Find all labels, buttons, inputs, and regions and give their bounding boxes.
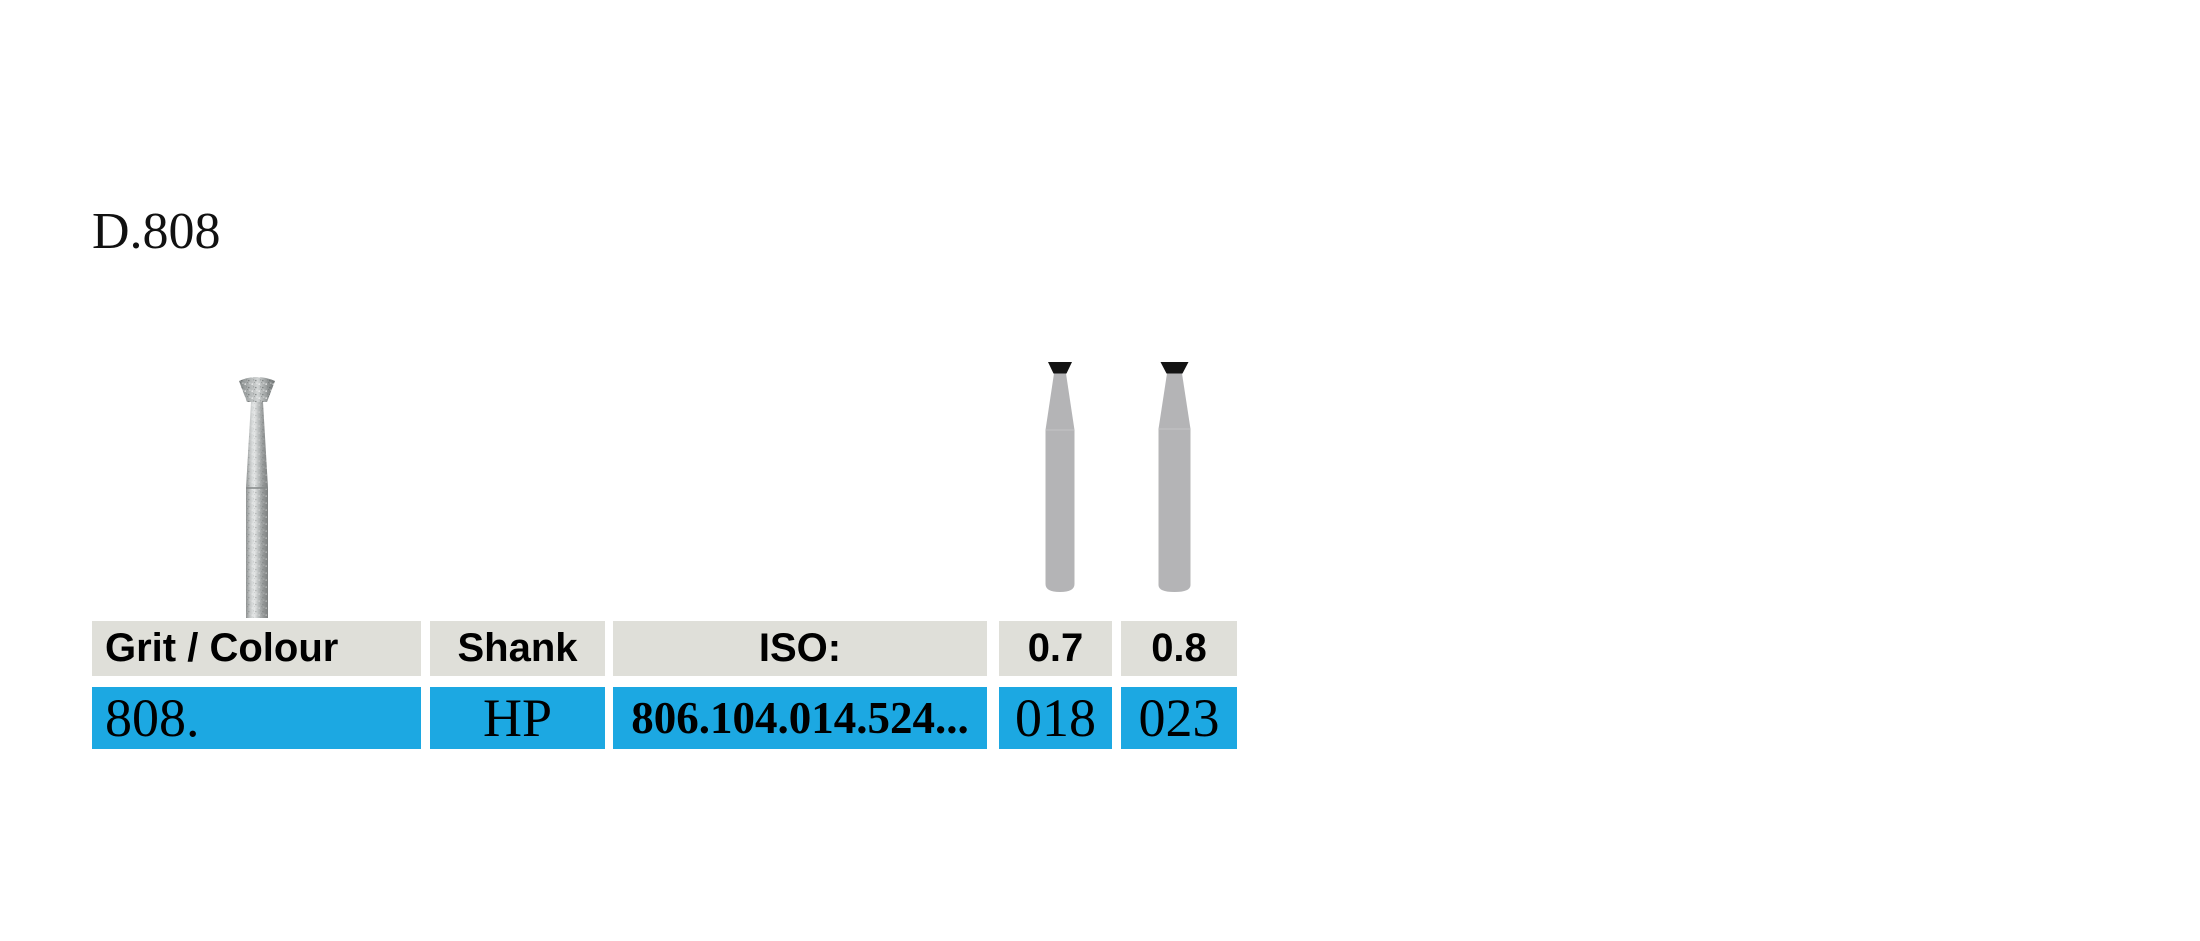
bur-silhouette-08-icon — [1158, 362, 1191, 592]
header-size-08: 0.8 — [1121, 621, 1237, 676]
table-header-row: Grit / Colour Shank ISO: 0.7 0.8 — [92, 621, 1237, 676]
header-grit-colour: Grit / Colour — [92, 621, 421, 676]
cell-iso-number: 806.104.014.524... — [613, 687, 987, 749]
cell-shank: HP — [430, 687, 605, 749]
diamond-bur-photo-image — [239, 377, 275, 618]
bur-silhouette-07-icon — [1045, 362, 1075, 592]
cell-size-07: 018 — [999, 687, 1112, 749]
page-title: D.808 — [92, 203, 221, 260]
header-shank: Shank — [430, 621, 605, 676]
product-spec-table: Grit / Colour Shank ISO: 0.7 0.8 808. HP… — [92, 621, 1237, 749]
cell-grit-colour: 808. — [92, 687, 421, 749]
table-data-row: 808. HP 806.104.014.524... 018 023 — [92, 687, 1237, 749]
header-iso: ISO: — [613, 621, 987, 676]
cell-size-08: 023 — [1121, 687, 1237, 749]
header-size-07: 0.7 — [999, 621, 1112, 676]
